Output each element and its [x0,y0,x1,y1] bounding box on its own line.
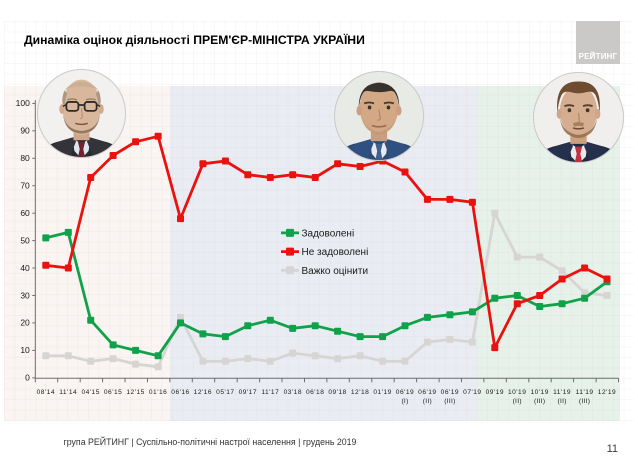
svg-text:60: 60 [20,208,30,218]
svg-text:09'17: 09'17 [239,389,257,396]
svg-text:(ІІ): (ІІ) [557,398,566,405]
svg-text:Не задоволені: Не задоволені [302,247,369,258]
svg-text:06'16: 06'16 [171,389,189,396]
svg-text:(ІІ): (ІІ) [423,398,432,405]
svg-text:03'18: 03'18 [284,389,302,396]
svg-text:(ІІІ): (ІІІ) [534,398,545,405]
svg-text:12'16: 12'16 [194,389,212,396]
svg-text:(ІІІ): (ІІІ) [444,398,455,405]
svg-text:01'16: 01'16 [149,389,167,396]
svg-text:12'19: 12'19 [598,389,616,396]
svg-text:09'18: 09'18 [328,389,346,396]
svg-text:06'19: 06'19 [418,389,436,396]
svg-text:Важко оцінити: Важко оцінити [302,266,369,277]
svg-text:06'19: 06'19 [396,389,414,396]
svg-text:(ІІІ): (ІІІ) [579,398,590,405]
svg-text:100: 100 [16,98,30,108]
svg-text:10: 10 [20,345,30,355]
svg-text:10'19: 10'19 [530,389,548,396]
svg-text:50: 50 [20,235,30,245]
svg-text:11'14: 11'14 [59,389,77,396]
svg-text:06'19: 06'19 [441,389,459,396]
svg-text:30: 30 [20,290,30,300]
svg-text:(ІІ): (ІІ) [513,398,522,405]
svg-text:20: 20 [20,318,30,328]
svg-text:05'17: 05'17 [216,389,234,396]
svg-text:06'15: 06'15 [104,389,122,396]
svg-text:80: 80 [20,153,30,163]
svg-text:06'18: 06'18 [306,389,324,396]
svg-text:09'19: 09'19 [486,389,504,396]
svg-text:70: 70 [20,181,30,191]
svg-text:07'19: 07'19 [463,389,481,396]
svg-text:11'17: 11'17 [261,389,279,396]
svg-text:12'15: 12'15 [126,389,144,396]
svg-text:12'18: 12'18 [351,389,369,396]
svg-text:0: 0 [25,373,30,383]
svg-text:(І): (І) [401,398,408,405]
svg-text:Задоволені: Задоволені [302,228,355,239]
svg-text:90: 90 [20,126,30,136]
svg-text:04'15: 04'15 [81,389,99,396]
svg-text:08'14: 08'14 [37,389,55,396]
svg-text:01'19: 01'19 [373,389,391,396]
svg-text:11'19: 11'19 [553,389,571,396]
svg-text:40: 40 [20,263,30,273]
svg-text:10'19: 10'19 [508,389,526,396]
svg-text:11'19: 11'19 [576,389,594,396]
